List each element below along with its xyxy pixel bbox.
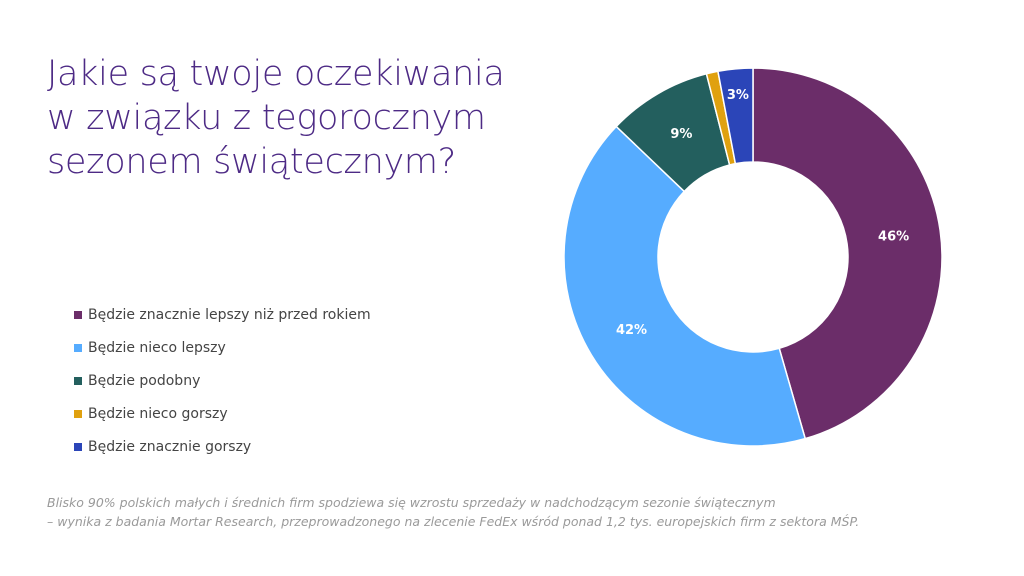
chart-legend: Będzie znacznie lepszy niż przed rokiem …	[74, 298, 371, 463]
footnote-line-1: Blisko 90% polskich małych i średnich fi…	[47, 495, 776, 510]
legend-label: Będzie znacznie gorszy	[88, 438, 252, 455]
legend-label: Będzie podobny	[88, 372, 201, 389]
donut-slice	[752, 67, 943, 440]
legend-swatch	[74, 343, 82, 352]
legend-item: Będzie podobny	[74, 364, 371, 397]
legend-item: Będzie nieco lepszy	[74, 331, 371, 364]
donut-slice	[563, 125, 807, 447]
legend-swatch	[74, 442, 82, 451]
legend-label: Będzie znacznie lepszy niż przed rokiem	[88, 306, 371, 323]
legend-item: Będzie znacznie gorszy	[74, 430, 371, 463]
slice-data-label: 46%	[878, 230, 909, 245]
slice-data-label: 9%	[670, 127, 692, 142]
legend-label: Będzie nieco lepszy	[88, 339, 226, 356]
slice-data-label: 42%	[616, 323, 647, 338]
legend-swatch	[74, 376, 82, 385]
slice-data-label: 3%	[727, 88, 749, 103]
legend-swatch	[74, 310, 82, 319]
legend-item: Będzie nieco gorszy	[74, 397, 371, 430]
chart-title: Jakie są twoje oczekiwania w związku z t…	[47, 54, 505, 182]
legend-swatch	[74, 409, 82, 418]
donut-slice	[717, 67, 754, 165]
footnote-line-2: – wynika z badania Mortar Research, prze…	[47, 514, 860, 529]
footnote: Blisko 90% polskich małych i średnich fi…	[47, 493, 859, 531]
legend-item: Będzie znacznie lepszy niż przed rokiem	[74, 298, 371, 331]
legend-label: Będzie nieco gorszy	[88, 405, 228, 422]
